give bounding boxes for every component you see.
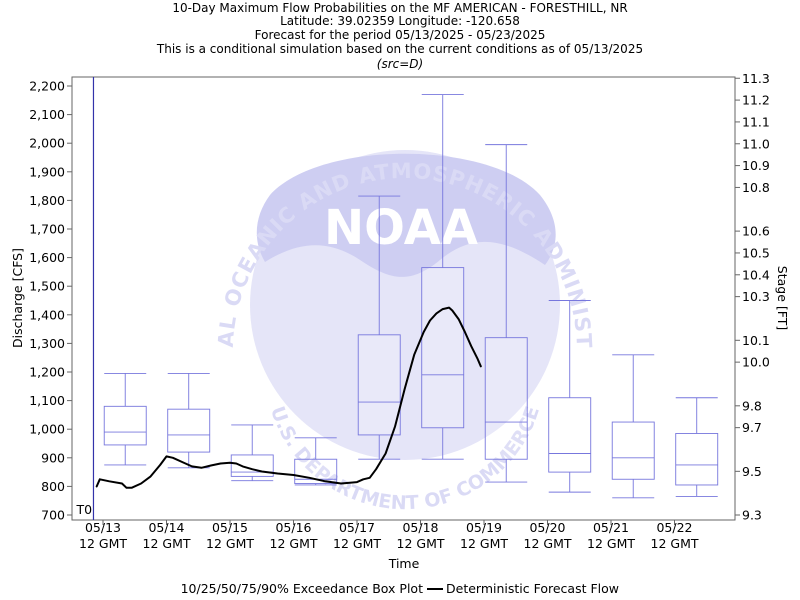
box-plot — [484, 144, 528, 483]
x-axis-tick-label-time: 12 GMT — [397, 536, 445, 551]
x-axis-tick-label-date: 05/19 — [466, 520, 502, 535]
box-plot — [167, 372, 211, 469]
right-axis-tick-label: 10.1 — [742, 333, 770, 348]
left-axis-tick-label: 700 — [41, 508, 65, 523]
x-axis-tick-label-time: 12 GMT — [651, 536, 699, 551]
box-plot — [548, 300, 592, 493]
box-iqr — [611, 421, 655, 480]
left-axis-tick-label: 1,500 — [29, 279, 65, 294]
right-axis-tick-label: 11.2 — [742, 93, 770, 108]
right-axis-tick-label: 9.8 — [742, 398, 762, 413]
x-axis-tick-label-date: 05/21 — [593, 520, 629, 535]
left-axis-tick-label: 2,200 — [29, 79, 65, 94]
left-axis-tick-label: 1,400 — [29, 307, 65, 322]
watermark-logo-text: NOAA — [324, 200, 478, 256]
box-plot — [103, 372, 147, 466]
deterministic-flow-line — [95, 306, 482, 489]
box-iqr — [230, 454, 274, 477]
x-axis-tick-label-date: 05/16 — [275, 520, 311, 535]
right-axis-tick-label: 10.4 — [742, 267, 770, 282]
x-axis-title: Time — [388, 556, 420, 571]
x-axis-tick-label-time: 12 GMT — [206, 536, 254, 551]
left-axis-tick-label: 1,000 — [29, 422, 65, 437]
right-axis-tick-label: 11.0 — [742, 136, 770, 151]
x-axis-tick-label-date: 05/22 — [656, 520, 692, 535]
left-axis-tick-label: 1,300 — [29, 336, 65, 351]
right-axis-tick-label: 10.8 — [742, 180, 770, 195]
right-axis-tick-label: 9.3 — [742, 508, 762, 523]
box-plot — [421, 94, 465, 460]
x-axis-tick-label-time: 12 GMT — [460, 536, 508, 551]
box-iqr — [167, 408, 211, 453]
right-axis-tick-label: 10.3 — [742, 289, 770, 304]
box-plot — [675, 397, 719, 497]
left-axis-tick-label: 1,100 — [29, 393, 65, 408]
x-axis-tick-label-time: 12 GMT — [143, 536, 191, 551]
box-iqr — [484, 337, 528, 460]
t0-label: T0 — [75, 502, 92, 517]
box-plot-series — [103, 94, 719, 499]
left-axis-tick-label: 1,900 — [29, 164, 65, 179]
box-iqr — [357, 334, 401, 436]
chart-subtitle-source: (src=D) — [377, 57, 423, 71]
right-axis-tick-label: 9.5 — [742, 464, 762, 479]
x-axis-tick-label-time: 12 GMT — [587, 536, 635, 551]
right-axis: 9.3 9.5 9.7 9.8 10.0 10.1 10.3 10.4 10.5 10.6 10.8… — [735, 71, 770, 523]
x-axis-tick-label-date: 05/17 — [339, 520, 375, 535]
chart-title: 10-Day Maximum Flow Probabilities on the… — [172, 1, 627, 15]
left-axis-tick-label: 1,800 — [29, 193, 65, 208]
x-axis-tick-label-date: 05/15 — [212, 520, 248, 535]
box-iqr — [103, 405, 147, 446]
chart-subtitle-location: Latitude: 39.02359 Longitude: -120.658 — [280, 14, 520, 28]
left-axis-tick-label: 2,100 — [29, 107, 65, 122]
x-axis-tick-label-time: 12 GMT — [333, 536, 381, 551]
chart-subtitle-conditions: This is a conditional simulation based o… — [156, 42, 643, 56]
left-axis-tick-label: 1,200 — [29, 365, 65, 380]
box-iqr — [548, 397, 592, 473]
left-axis-tick-label: 800 — [41, 479, 65, 494]
left-axis-tick-label: 2,000 — [29, 136, 65, 151]
chart-title-block: 10-Day Maximum Flow Probabilities on the… — [156, 1, 643, 71]
right-axis-tick-label: 11.3 — [742, 71, 770, 86]
watermark-bird-shape — [256, 153, 556, 277]
x-axis-tick-label-date: 05/20 — [529, 520, 565, 535]
x-axis-tick-label-date: 05/14 — [148, 520, 184, 535]
x-axis-tick-label-date: 05/13 — [85, 520, 121, 535]
x-axis-tick-label-date: 05/18 — [402, 520, 438, 535]
left-axis-tick-label: 1,700 — [29, 222, 65, 237]
x-axis-tick-label-time: 12 GMT — [270, 536, 318, 551]
right-axis-tick-label: 10.9 — [742, 158, 770, 173]
legend-item-flow-line: Deterministic Forecast Flow — [446, 581, 619, 596]
legend-item-box-plot: 10/25/50/75/90% Exceedance Box Plot — [181, 581, 423, 596]
left-axis-tick-label: 1,600 — [29, 250, 65, 265]
left-axis-title: Discharge [CFS] — [10, 248, 25, 348]
right-axis-tick-label: 11.1 — [742, 114, 770, 129]
left-axis: 700 800 900 1,000 1,100 1,200 1,300 1,400 1,500 1… — [29, 79, 72, 523]
right-axis-tick-label: 10.5 — [742, 245, 770, 260]
box-iqr — [421, 267, 465, 429]
t0-marker: T0 — [75, 77, 95, 520]
box-plot — [357, 195, 401, 460]
legend: 10/25/50/75/90% Exceedance Box Plot Dete… — [181, 581, 619, 596]
right-axis-tick-label: 9.7 — [742, 420, 762, 435]
box-iqr — [675, 433, 719, 486]
box-plot — [611, 354, 655, 499]
plot-frame — [71, 76, 736, 521]
deterministic-flow-series — [95, 306, 482, 489]
x-axis-tick-label-time: 12 GMT — [79, 536, 127, 551]
x-axis-tick-label-time: 12 GMT — [524, 536, 572, 551]
left-axis-tick-label: 900 — [41, 450, 65, 465]
right-axis-tick-label: 10.0 — [742, 355, 770, 370]
right-axis-title: Stage [FT] — [775, 266, 790, 330]
chart-subtitle-period: Forecast for the period 05/13/2025 - 05/… — [255, 28, 546, 42]
right-axis-tick-label: 10.6 — [742, 224, 770, 239]
